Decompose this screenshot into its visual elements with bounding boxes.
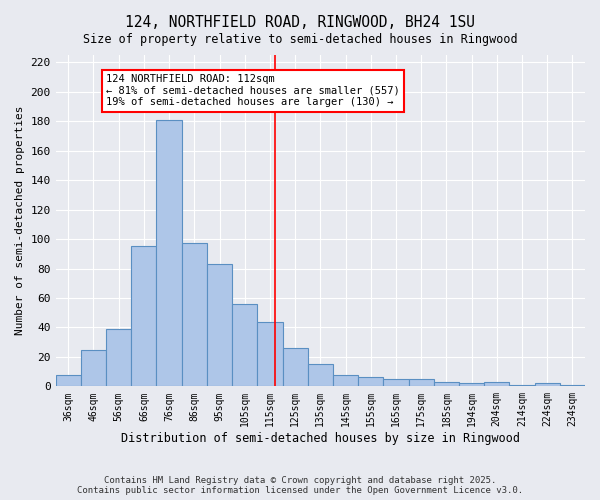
Bar [106, 329, 131, 386]
Text: Contains HM Land Registry data © Crown copyright and database right 2025.
Contai: Contains HM Land Registry data © Crown c… [77, 476, 523, 495]
Bar [484, 382, 509, 386]
Bar [308, 364, 333, 386]
Bar [207, 264, 232, 386]
Bar [56, 374, 81, 386]
Bar [383, 379, 409, 386]
Bar [157, 120, 182, 386]
Bar [232, 304, 257, 386]
Text: 124 NORTHFIELD ROAD: 112sqm
← 81% of semi-detached houses are smaller (557)
19% : 124 NORTHFIELD ROAD: 112sqm ← 81% of sem… [106, 74, 400, 108]
X-axis label: Distribution of semi-detached houses by size in Ringwood: Distribution of semi-detached houses by … [121, 432, 520, 445]
Bar [358, 378, 383, 386]
Bar [535, 384, 560, 386]
Bar [509, 385, 535, 386]
Y-axis label: Number of semi-detached properties: Number of semi-detached properties [15, 106, 25, 336]
Bar [560, 385, 585, 386]
Bar [333, 374, 358, 386]
Bar [131, 246, 157, 386]
Bar [459, 384, 484, 386]
Bar [257, 322, 283, 386]
Text: Size of property relative to semi-detached houses in Ringwood: Size of property relative to semi-detach… [83, 32, 517, 46]
Bar [409, 379, 434, 386]
Bar [81, 350, 106, 387]
Bar [182, 244, 207, 386]
Bar [434, 382, 459, 386]
Text: 124, NORTHFIELD ROAD, RINGWOOD, BH24 1SU: 124, NORTHFIELD ROAD, RINGWOOD, BH24 1SU [125, 15, 475, 30]
Bar [283, 348, 308, 387]
